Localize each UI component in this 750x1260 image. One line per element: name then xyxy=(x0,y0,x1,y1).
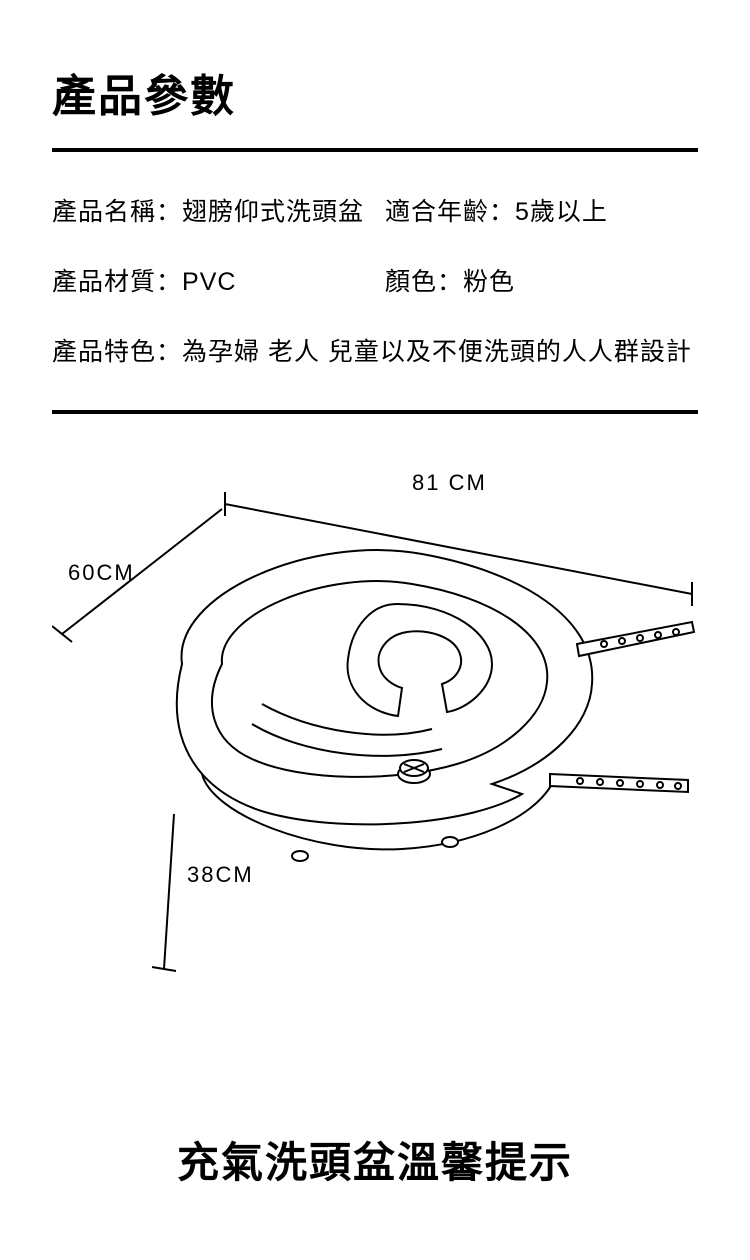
spec-feature: 產品特色：為孕婦 老人 兒童以及不便洗頭的人人群設計 xyxy=(52,332,698,368)
spec-age: 適合年齡：5歲以上 xyxy=(385,192,698,228)
spec-grid: 產品名稱：翅膀仰式洗頭盆 適合年齡：5歲以上 產品材質：PVC 顏色：粉色 產品… xyxy=(52,192,698,368)
spec-age-label: 適合年齡： xyxy=(385,198,515,226)
spec-name-label: 產品名稱： xyxy=(52,198,182,226)
spec-feature-label: 產品特色： xyxy=(52,338,182,366)
spec-name: 產品名稱：翅膀仰式洗頭盆 xyxy=(52,192,365,228)
diagram-svg xyxy=(52,464,698,1024)
product-diagram: 81 CM 60CM 38CM xyxy=(52,464,698,1024)
spec-color-label: 顏色： xyxy=(385,268,463,296)
dim-depth-label: 60CM xyxy=(68,560,135,586)
page-title: 產品參數 xyxy=(52,60,698,124)
spec-material: 產品材質：PVC xyxy=(52,262,365,298)
dim-width-label: 81 CM xyxy=(412,470,487,496)
footer-title: 充氣洗頭盆溫馨提示 xyxy=(0,1129,750,1190)
divider-bottom xyxy=(52,410,698,414)
spec-age-value: 5歲以上 xyxy=(515,198,608,226)
spec-material-label: 產品材質： xyxy=(52,268,182,296)
divider-top xyxy=(52,148,698,152)
spec-color: 顏色：粉色 xyxy=(385,262,698,298)
dim-height-label: 38CM xyxy=(187,862,254,888)
spec-name-value: 翅膀仰式洗頭盆 xyxy=(182,198,364,226)
spec-material-value: PVC xyxy=(182,268,236,296)
spec-color-value: 粉色 xyxy=(463,268,515,296)
spec-feature-value: 為孕婦 老人 兒童以及不便洗頭的人人群設計 xyxy=(182,338,692,366)
